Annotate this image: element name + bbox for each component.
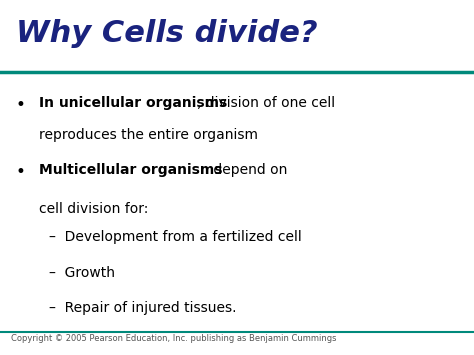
Text: –  Development from a fertilized cell: – Development from a fertilized cell [48, 230, 301, 244]
Text: –  Repair of injured tissues.: – Repair of injured tissues. [48, 301, 236, 315]
Text: In unicellular organisms: In unicellular organisms [39, 97, 228, 110]
Text: cell division for:: cell division for: [39, 202, 148, 216]
Text: , division of one cell: , division of one cell [197, 97, 335, 110]
Text: Why Cells divide?: Why Cells divide? [16, 19, 317, 48]
Text: Multicellular organisms: Multicellular organisms [39, 163, 223, 178]
Text: reproduces the entire organism: reproduces the entire organism [39, 128, 258, 142]
Text: –  Growth: – Growth [48, 266, 115, 279]
Text: •: • [16, 163, 26, 181]
Text: •: • [16, 97, 26, 115]
Text: depend on: depend on [209, 163, 287, 178]
Text: Copyright © 2005 Pearson Education, Inc. publishing as Benjamin Cummings: Copyright © 2005 Pearson Education, Inc.… [11, 334, 337, 343]
